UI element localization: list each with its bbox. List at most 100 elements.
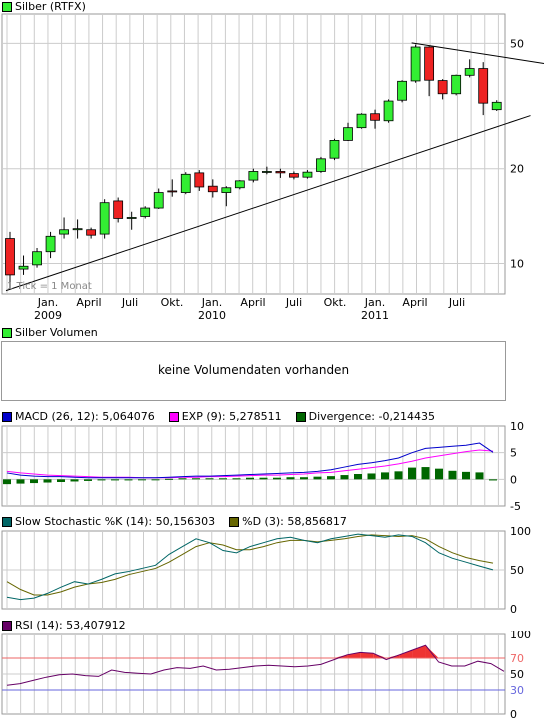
divergence-bar [43,479,52,483]
rsi-legend-swatch [2,620,12,631]
rsi-line [6,644,505,686]
candle-body [343,127,353,141]
price-legend: Silber (RTFX) [2,0,86,13]
divergence-bar [286,477,295,480]
divergence-bar [151,479,160,481]
rsi-legend-label: RSI (14): 53,407912 [15,619,126,632]
divergence-bar [84,479,92,481]
candle-body [99,202,110,235]
divergence-bar [57,479,65,482]
divergence-bar [111,479,119,481]
candle-body [140,207,151,217]
x-axis-month-label: April [402,296,427,309]
volume-legend-swatch [2,327,12,338]
stoch-k-line [6,533,494,601]
divergence-bar [327,476,335,480]
candle-body [72,228,83,231]
x-axis-year-label: 2009 [34,309,62,322]
candle-body [234,180,245,189]
x-axis-month-label: Jan. [37,296,58,309]
x-axis-month-label: Juli [121,296,138,309]
macd-legend-label: EXP (9): 5,278511 [181,410,282,423]
divergence-bar [435,468,443,480]
divergence-bar [313,476,322,480]
candle-body [126,217,137,219]
divergence-bar [462,471,470,480]
divergence-bar [246,477,254,480]
x-axis-year-label: 2011 [361,309,389,322]
candle-body [329,140,340,159]
stoch-chart: 100 50 0 [1,527,531,616]
x-axis-month-label: Jan. [364,296,385,309]
divergence-bar [273,477,281,480]
divergence-bar [367,473,376,480]
candle-body [5,238,15,276]
macd-y-tick-label: 10 [510,422,524,433]
divergence-bar [421,467,430,480]
divergence-bar [394,471,403,480]
macd-plot-area [1,425,506,507]
candle-body [180,173,191,193]
stoch-y-tick-label: 0 [510,603,517,616]
trend-line [411,42,545,64]
macd-legend-swatch [2,411,12,422]
volume-legend: Silber Volumen [2,326,98,339]
x-axis-year-label: 2010 [198,309,226,322]
candle-body [397,80,407,101]
divergence-bar [381,472,389,480]
rsi-chart: 100 70 50 30 0 [1,631,531,721]
candle-body [59,229,69,235]
rsi-y-tick-label: 100 [510,631,531,641]
price-plot-area [1,13,506,295]
rsi-y-tick-label: 0 [510,708,517,721]
stoch-y-tick-label: 100 [510,527,531,538]
candle-body [424,46,435,81]
rsi-overbought-fill [386,654,400,658]
candle-body [248,171,259,181]
volume-panel [1,341,506,401]
divergence-bar [97,479,106,481]
candle-body [464,68,475,76]
x-axis-month-label: Okt. [324,296,347,309]
rsi-overbought-fill [333,654,348,658]
price-y-tick-label: 10 [510,257,524,270]
macd-line [6,442,494,479]
candle-body [383,100,394,122]
candle-body [356,113,367,129]
candle-body [45,235,56,253]
stoch-y-tick-label: 50 [510,564,524,577]
volume-legend-label: Silber Volumen [15,326,98,339]
rsi-overbought-fill [360,652,374,658]
divergence-bar [70,479,79,482]
divergence-bar [300,477,308,480]
candle-body [261,171,272,173]
divergence-bar [138,479,146,481]
candle-body [370,113,380,121]
macd-y-tick-label: 0 [510,473,517,486]
divergence-bar [489,479,497,481]
price-legend-label: Silber (RTFX) [15,0,86,13]
divergence-bar [259,477,268,480]
x-axis-month-label: Juli [285,296,302,309]
stoch-legend-swatch [229,516,240,527]
x-axis-month-label: April [240,296,265,309]
rsi-y-tick-label: 70 [510,652,524,665]
candle-body [451,74,462,95]
divergence-bar [192,478,200,480]
candle-body [491,101,502,111]
trend-line [5,115,531,292]
candle-body [194,172,205,188]
price-y-tick-label: 50 [510,37,524,50]
divergence-bar [3,479,11,485]
candle-body [207,185,218,193]
exp-signal-line [6,449,494,479]
candle-body [153,192,164,209]
divergence-bar [205,478,214,480]
macd-legend-label: Divergence: -0,214435 [308,410,435,423]
macd-legend-swatch [295,411,306,422]
candle-body [113,200,124,219]
divergence-bar [408,467,416,480]
macd-legend-swatch [168,411,179,422]
divergence-bar [30,479,38,484]
